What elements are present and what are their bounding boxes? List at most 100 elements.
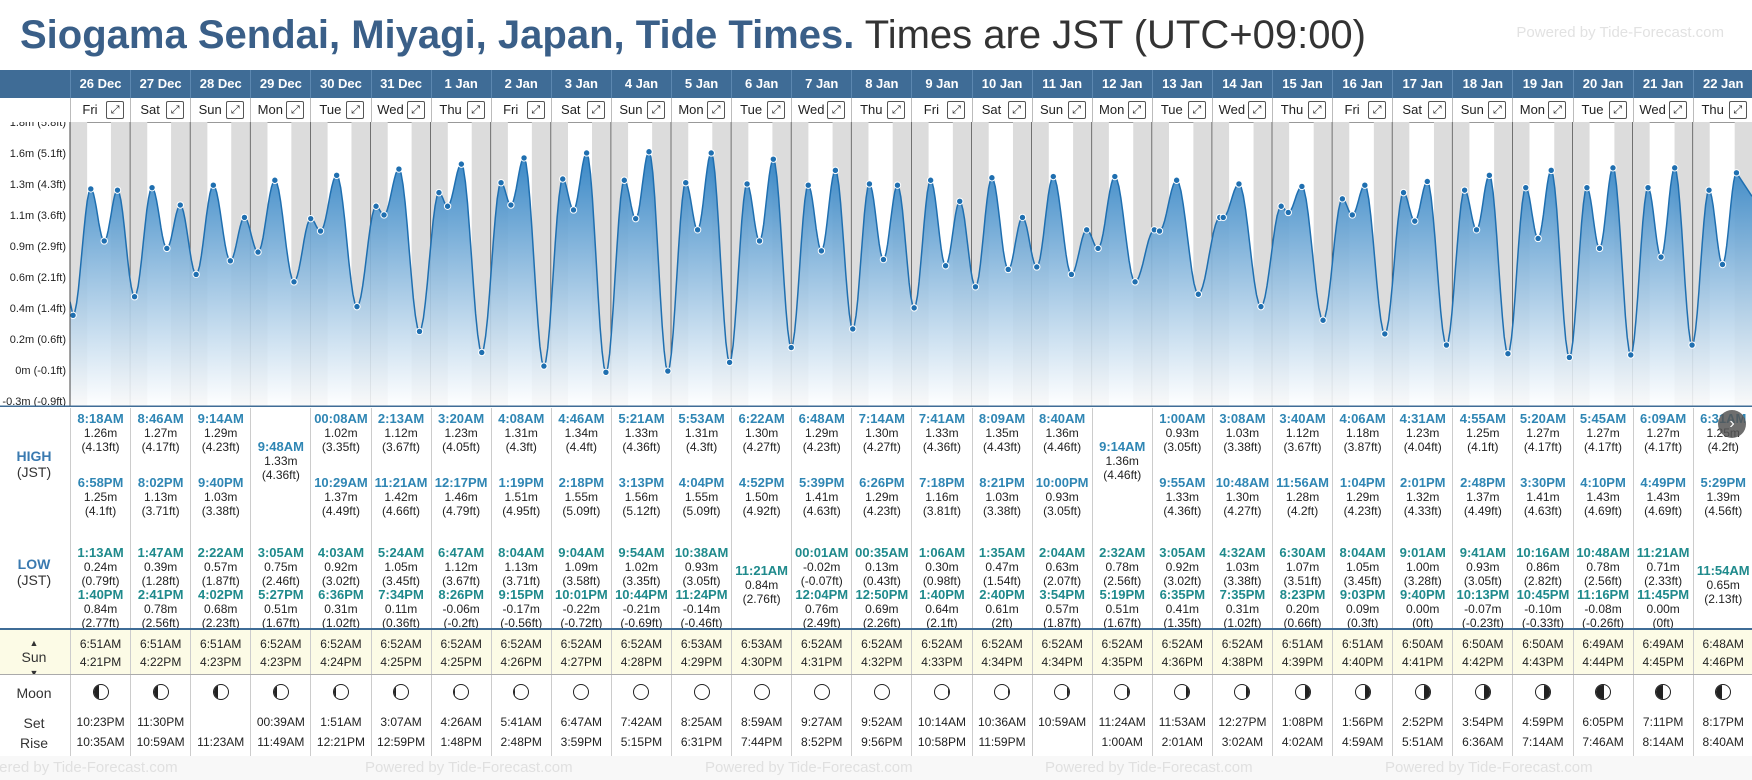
- tide-height-m: 0.93m: [1466, 560, 1500, 574]
- tide-height-m: 1.02m: [624, 560, 659, 574]
- sunset-time: 4:21PM: [79, 655, 122, 669]
- tide-time: 9:15PM: [498, 587, 544, 602]
- expand-icon[interactable]: ⤢: [1428, 101, 1447, 119]
- tide-cell: 3:05AM 0.75m (2.46ft) 5:27PM 0.51m (1.67ft): [250, 544, 310, 631]
- moonrise-time: 8:40AM: [1702, 735, 1744, 749]
- expand-icon[interactable]: ⤢: [1548, 101, 1567, 119]
- tide-cell: 00:35AM 0.13m (0.43ft) 12:50PM 0.69m (2.26ft): [851, 544, 911, 630]
- moonrise-time: 1:48PM: [440, 735, 482, 749]
- tide-time: 10:48AM: [1215, 475, 1270, 490]
- expand-icon[interactable]: ⤢: [526, 101, 545, 119]
- weekday-label: Fri: [923, 102, 939, 117]
- tide-time: 7:41AM: [918, 411, 966, 426]
- sun-cell: 6:52AM 4:31PM: [791, 630, 851, 676]
- tide-point: [804, 181, 812, 189]
- tide-entry: 9:40PM 1.03m (3.38ft): [191, 476, 250, 519]
- moon-phase-icon: [973, 684, 1032, 703]
- tide-point: [240, 213, 249, 222]
- tide-entry: 10:48AM 1.30m (4.27ft): [1213, 475, 1272, 519]
- expand-icon[interactable]: ⤢: [1007, 101, 1026, 119]
- expand-icon[interactable]: ⤢: [1308, 101, 1327, 119]
- moon-phase-icon: [1213, 684, 1272, 703]
- expand-icon[interactable]: ⤢: [1668, 101, 1687, 119]
- tide-height-m: 0.84m: [83, 602, 118, 616]
- expand-icon[interactable]: ⤢: [1488, 101, 1507, 119]
- tide-height-ft: (4.4ft): [565, 440, 598, 454]
- tide-height-ft: (1.02ft): [1223, 616, 1262, 630]
- tide-height-ft: (2.07ft): [1043, 574, 1082, 588]
- expand-icon[interactable]: ⤢: [646, 101, 665, 119]
- expand-icon[interactable]: ⤢: [106, 101, 125, 119]
- expand-icon[interactable]: ⤢: [1127, 101, 1146, 119]
- expand-icon[interactable]: ⤢: [827, 101, 846, 119]
- expand-icon[interactable]: ⤢: [947, 101, 966, 119]
- tide-cell: 11:21AM 0.84m (2.76ft): [731, 544, 791, 628]
- expand-icon[interactable]: ⤢: [346, 101, 365, 119]
- tide-time: 1:06AM: [918, 545, 966, 560]
- tide-entry: 7:34PM 0.11m (0.36ft): [372, 588, 431, 631]
- tide-height-m: 1.13m: [143, 490, 178, 504]
- expand-icon[interactable]: ⤢: [1247, 101, 1266, 119]
- expand-icon[interactable]: ⤢: [226, 101, 245, 119]
- powered-by-footer-text: Powered by Tide-Forecast.com: [0, 759, 178, 776]
- moon-phase-icon: [792, 684, 851, 703]
- moonset-time: 7:42AM: [620, 715, 663, 729]
- tide-point: [1565, 353, 1574, 362]
- expand-icon[interactable]: ⤢: [1067, 101, 1086, 119]
- tide-time: 9:14AM: [197, 411, 244, 426]
- tide-height-ft: (1.28ft): [141, 574, 180, 588]
- tide-height-ft: (3.58ft): [562, 574, 601, 588]
- sunrise-time: 6:49AM: [1642, 637, 1684, 651]
- expand-icon[interactable]: ⤢: [586, 101, 605, 119]
- expand-icon[interactable]: ⤢: [286, 101, 305, 119]
- tide-height-ft: (0.43ft): [862, 574, 901, 588]
- tide-time: 1:40PM: [77, 587, 124, 602]
- expand-icon[interactable]: ⤢: [1187, 101, 1206, 119]
- tide-point: [569, 206, 578, 214]
- tide-point: [316, 227, 325, 235]
- moon-phase-icon-shape: [1655, 684, 1672, 700]
- tide-time: 3:05AM: [257, 545, 304, 560]
- tide-cell: 8:18AM 1.26m (4.13ft) 6:58PM 1.25m (4.1ft): [70, 408, 130, 544]
- low-label-text: LOW: [17, 556, 51, 572]
- tide-time: 5:39PM: [798, 475, 845, 490]
- tide-height-m: 0.78m: [1586, 560, 1620, 574]
- tide-height-m: -0.17m: [502, 602, 540, 616]
- tide-entry: 5:27PM 0.51m (1.67ft): [251, 588, 310, 631]
- expand-icon[interactable]: ⤢: [166, 101, 185, 119]
- weekday-label: Thu: [1701, 102, 1724, 117]
- moonset-time: 10:14AM: [917, 715, 966, 729]
- tide-time: 2:04AM: [1039, 545, 1086, 560]
- tide-time: 3:40AM: [1279, 411, 1326, 426]
- tide-height-m: -0.08m: [1584, 602, 1622, 616]
- tide-entry: 7:14AM 1.30m (4.27ft): [852, 412, 911, 455]
- expand-icon[interactable]: ⤢: [707, 101, 726, 119]
- moon-phase-icon-shape: [633, 684, 650, 700]
- tide-entry: 10:44PM -0.21m (-0.69ft): [612, 588, 671, 631]
- expand-icon[interactable]: ⤢: [1728, 101, 1747, 119]
- expand-icon[interactable]: ⤢: [1368, 101, 1387, 119]
- tide-entry: 7:41AM 1.33m (4.36ft): [912, 411, 971, 455]
- tide-entry: 4:06AM 1.18m (3.87ft): [1333, 412, 1392, 455]
- moon-cell: 7:42AM 5:15PM: [610, 675, 671, 757]
- sunset-arrow-icon: ▼: [29, 668, 39, 678]
- scroll-right-button[interactable]: ›: [1718, 410, 1746, 438]
- tide-height-ft: (4.2ft): [1707, 440, 1739, 454]
- moon-cell: 10:14AM 10:58PM: [911, 675, 971, 757]
- expand-icon[interactable]: ⤢: [406, 101, 425, 119]
- moon-cell: 7:11PM 8:14AM: [1632, 675, 1693, 757]
- expand-icon[interactable]: ⤢: [767, 101, 786, 119]
- expand-icon[interactable]: ⤢: [466, 101, 485, 119]
- tide-time: 8:26PM: [438, 587, 484, 602]
- sun-cell: 6:52AM 4:32PM: [851, 630, 911, 676]
- powered-by-footer-text: Powered by Tide-Forecast.com: [705, 759, 913, 776]
- tide-point: [1018, 213, 1027, 222]
- tide-height-m: 1.25m: [1466, 426, 1500, 440]
- moon-phase-icon-shape: [1474, 684, 1491, 700]
- tide-point: [87, 185, 95, 193]
- expand-icon[interactable]: ⤢: [1608, 101, 1627, 119]
- expand-icon[interactable]: ⤢: [887, 101, 906, 119]
- tide-entry: 7:18PM 1.16m (3.81ft): [912, 476, 971, 519]
- title-location: Siogama Sendai, Miyagi, Japan, Tide Time…: [20, 13, 855, 57]
- tide-height-m: -0.22m: [562, 602, 601, 616]
